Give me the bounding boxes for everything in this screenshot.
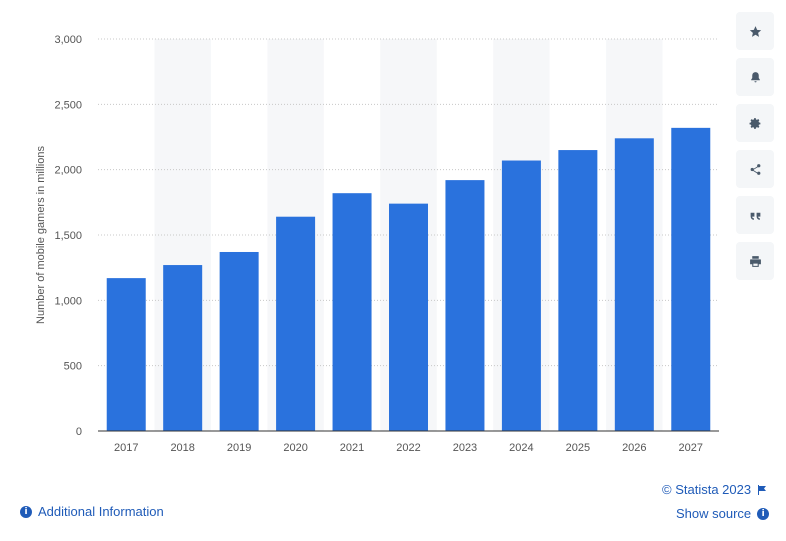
- copyright-text: © Statista 2023: [662, 482, 752, 497]
- toolbar: [736, 12, 774, 288]
- y-tick-label: 500: [64, 361, 82, 373]
- bar-2019[interactable]: [219, 251, 259, 431]
- bar-2017[interactable]: [106, 278, 146, 431]
- y-tick-label: 2,000: [54, 165, 82, 177]
- cite-button[interactable]: [736, 196, 774, 234]
- notification-button[interactable]: [736, 58, 774, 96]
- bell-icon: [750, 71, 760, 82]
- bars: [106, 127, 711, 432]
- y-tick-label: 1,500: [54, 230, 82, 242]
- x-tick-label: 2021: [340, 442, 364, 454]
- bar-2026[interactable]: [614, 138, 654, 431]
- quote-icon: [750, 212, 760, 220]
- additional-information-link[interactable]: i Additional Information: [20, 504, 164, 519]
- share-icon: [750, 163, 760, 175]
- bar-2020[interactable]: [276, 216, 316, 431]
- y-tick-label: 2,500: [54, 99, 82, 111]
- x-axis-ticks: 2017 2018 2019 2020 2021 2022 2023 2024 2025 2026…: [114, 442, 703, 454]
- x-tick-label: 2027: [679, 442, 703, 454]
- copyright-link[interactable]: © Statista 2023: [662, 482, 767, 497]
- x-tick-label: 2018: [170, 442, 194, 454]
- bar-2022[interactable]: [389, 203, 428, 431]
- y-axis-ticks: 0 500 1,000 1,500 2,000 2,500 3,000: [54, 34, 82, 438]
- bar-2024[interactable]: [501, 160, 541, 431]
- bar-2023[interactable]: [445, 180, 485, 431]
- x-tick-label: 2023: [453, 442, 477, 454]
- y-tick-label: 0: [76, 426, 82, 438]
- additional-information-text: Additional Information: [38, 504, 164, 519]
- y-tick-label: 3,000: [54, 34, 82, 46]
- info-icon: i: [757, 507, 770, 520]
- x-tick-label: 2025: [566, 442, 590, 454]
- print-button[interactable]: [736, 242, 774, 280]
- settings-button[interactable]: [736, 104, 774, 142]
- bar-2018[interactable]: [163, 265, 203, 431]
- x-tick-label: 2026: [622, 442, 646, 454]
- x-tick-label: 2022: [396, 442, 420, 454]
- y-axis-label: Number of mobile gamers in millions: [35, 146, 47, 324]
- bar-2025[interactable]: [558, 150, 598, 432]
- info-icon: i: [20, 505, 32, 518]
- show-source-text: Show source: [676, 506, 752, 521]
- x-tick-label: 2019: [227, 442, 251, 454]
- y-tick-label: 1,000: [54, 295, 82, 307]
- bar-2027[interactable]: [671, 127, 711, 431]
- star-icon: [749, 25, 761, 37]
- flag-icon: [758, 484, 767, 495]
- gear-icon: [749, 117, 760, 129]
- share-button[interactable]: [736, 150, 774, 188]
- bar-2021[interactable]: [332, 193, 372, 431]
- x-tick-label: 2017: [114, 442, 138, 454]
- x-tick-label: 2024: [509, 442, 533, 454]
- favorite-button[interactable]: [736, 12, 774, 50]
- x-tick-label: 2020: [283, 442, 307, 454]
- print-icon: [749, 255, 761, 267]
- show-source-link[interactable]: Show source i: [676, 506, 770, 521]
